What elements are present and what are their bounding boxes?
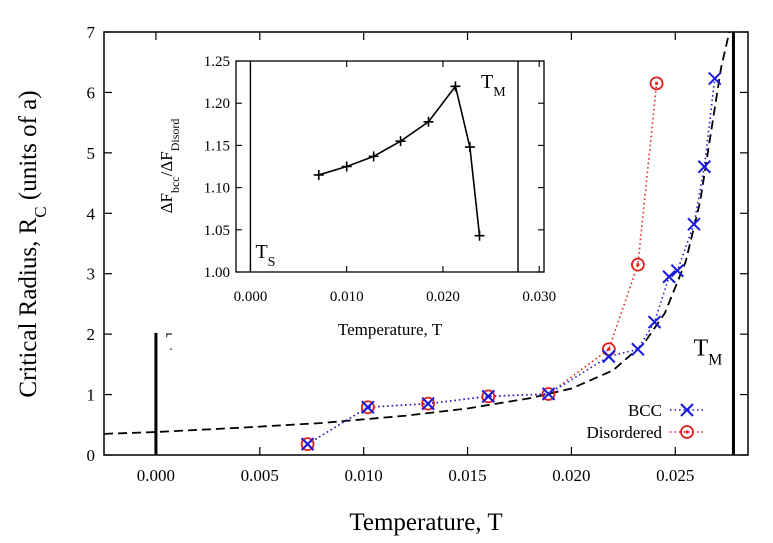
legend-marker-disordered [680, 425, 694, 439]
series-bcc-point [631, 342, 645, 356]
series-disordered-point [630, 257, 645, 272]
inset-series-point [450, 81, 461, 92]
series-disordered-point-center [607, 347, 611, 351]
main-y-tick-label: 4 [87, 204, 96, 223]
inset-x-tick-label: 0.000 [234, 289, 268, 305]
main-x-tick-label: 0.005 [241, 466, 279, 485]
legend-marker-bcc [680, 403, 694, 417]
series-disordered-point-center [636, 263, 640, 267]
inset-series-point [474, 230, 485, 241]
main-y-tick-label: 3 [87, 265, 96, 284]
series-bcc-point [300, 437, 315, 451]
series-disordered-point [541, 387, 556, 401]
inset-y-tick-label: 1.15 [204, 138, 230, 154]
series-bcc-point [602, 349, 616, 364]
inset-ts-label: TS [255, 241, 275, 270]
main-y-tick-label: 1 [87, 386, 96, 405]
inset-series-point [423, 116, 434, 127]
inset-series-point [341, 161, 352, 172]
main-y-tick-label: 5 [87, 144, 96, 163]
series-bcc-point [662, 270, 676, 284]
main-y-tick-label: 6 [87, 83, 96, 102]
series-bcc-point [541, 387, 556, 401]
series-bcc-point [687, 217, 701, 231]
main-x-tick-label: 0.010 [345, 466, 383, 485]
inset-series-point [395, 136, 406, 147]
inset-y-tick-label: 1.10 [204, 181, 230, 197]
inset-x-tick-label: 0.020 [426, 289, 460, 305]
series-bcc-point [697, 160, 712, 174]
series-disordered-point [300, 437, 315, 452]
inset-tm-label: TM [481, 71, 506, 100]
inset-y-tick-label: 1.20 [204, 96, 230, 112]
series-disordered-point [481, 389, 496, 404]
main-x-axis-label: Temperature, T [349, 509, 502, 536]
main-x-tick-label: 0.020 [552, 466, 590, 485]
series-bcc-point [670, 263, 685, 278]
main-y-tick-label: 2 [87, 325, 96, 344]
inset-series-point [313, 169, 324, 180]
series-disordered-point [649, 76, 664, 91]
series-bcc-point [361, 400, 375, 414]
main-x-tick-label: 0.025 [656, 466, 694, 485]
legend: BCC Disordered [586, 401, 704, 442]
inset-y-tick-label: 1.25 [204, 54, 230, 70]
inset-x-tick-label: 0.010 [330, 289, 364, 305]
main-tm-label: TM [693, 335, 722, 368]
main-x-tick-label: 0.000 [137, 466, 175, 485]
series-disordered-point [421, 396, 435, 411]
inset-series-point [464, 142, 475, 153]
inset-y-tick-label: 1.05 [204, 223, 230, 239]
inset-x-axis-label: Temperature, T [338, 320, 443, 339]
main-y-tick-label: 0 [87, 446, 96, 465]
main-x-tick-label: 0.015 [448, 466, 486, 485]
inset-y-axis-label: ΔFbcc/ΔFDisord [157, 119, 182, 214]
series-bcc-point [421, 396, 435, 411]
inset-plot-frame [235, 60, 545, 273]
series-bcc-point [708, 71, 722, 86]
series-disordered-point [360, 400, 375, 415]
series-bcc-point [647, 315, 662, 329]
main-y-tick-label: 7 [87, 23, 96, 42]
inset-x-tick-label: 0.030 [522, 289, 556, 305]
inset-series-point [368, 151, 379, 162]
series-disordered-point-center [654, 81, 659, 85]
main-y-axis-label: Critical Radius, RC (units of a) [15, 90, 50, 397]
legend-label-bcc: BCC [628, 401, 662, 420]
main-plot-frame [103, 31, 749, 456]
inset-y-tick-label: 1.00 [204, 265, 230, 281]
legend-label-disordered: Disordered [586, 423, 662, 442]
series-bcc-point [481, 389, 496, 404]
inset-series-line [318, 84, 481, 236]
